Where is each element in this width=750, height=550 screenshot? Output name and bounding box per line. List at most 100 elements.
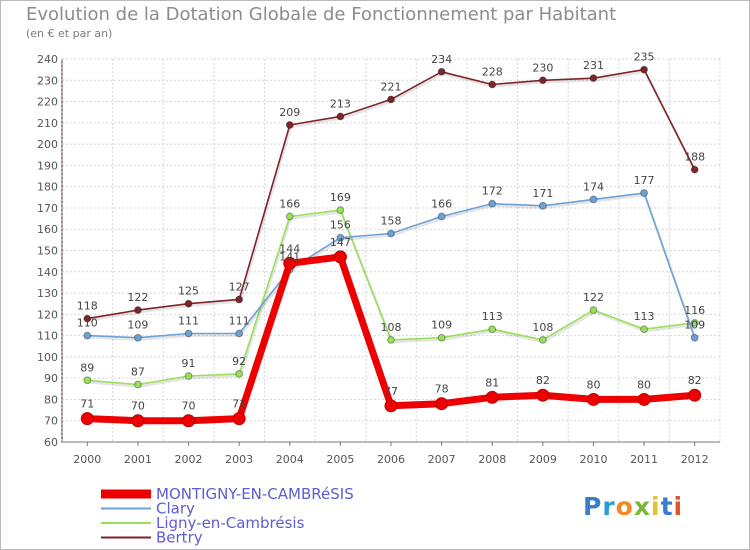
data-label: 113 bbox=[482, 310, 503, 323]
data-label: 144 bbox=[279, 242, 300, 255]
y-tick-label: 110 bbox=[37, 330, 58, 343]
data-label: 70 bbox=[131, 400, 145, 413]
x-tick-label: 2008 bbox=[478, 453, 506, 466]
data-label: 109 bbox=[684, 319, 705, 332]
y-tick-label: 70 bbox=[44, 415, 58, 428]
data-label: 174 bbox=[583, 180, 604, 193]
data-label: 166 bbox=[431, 197, 452, 210]
data-label: 81 bbox=[485, 376, 499, 389]
legend: MONTIGNY-EN-CAMBRéSISClaryLigny-en-Cambr… bbox=[101, 485, 354, 547]
data-point bbox=[285, 212, 294, 221]
data-label: 156 bbox=[330, 219, 351, 232]
data-label: 109 bbox=[127, 319, 148, 332]
data-point bbox=[488, 199, 497, 208]
legend-label: MONTIGNY-EN-CAMBRéSIS bbox=[156, 485, 354, 503]
x-tick-label: 2010 bbox=[579, 453, 607, 466]
chart-title: Evolution de la Dotation Globale de Fonc… bbox=[26, 4, 617, 25]
y-tick-label: 230 bbox=[37, 74, 58, 87]
x-tick-label: 2007 bbox=[428, 453, 456, 466]
data-point bbox=[589, 74, 598, 83]
logo-letter: o bbox=[615, 492, 634, 521]
data-point bbox=[131, 414, 145, 428]
data-point bbox=[690, 165, 699, 174]
data-label: 111 bbox=[229, 314, 250, 327]
data-point bbox=[182, 414, 196, 428]
data-point bbox=[184, 329, 193, 338]
data-point bbox=[640, 189, 648, 197]
data-label: 221 bbox=[381, 80, 402, 93]
data-label: 125 bbox=[178, 285, 199, 298]
data-label: 109 bbox=[431, 319, 452, 332]
data-point bbox=[485, 390, 499, 404]
series bbox=[80, 65, 702, 428]
x-tick-label: 2004 bbox=[276, 453, 304, 466]
data-label: 166 bbox=[279, 197, 300, 210]
data-point bbox=[488, 80, 497, 89]
y-tick-label: 150 bbox=[37, 245, 58, 258]
data-label: 78 bbox=[435, 383, 449, 396]
data-label: 82 bbox=[688, 374, 702, 387]
y-tick-label: 160 bbox=[37, 223, 58, 236]
legend-label: Bertry bbox=[156, 529, 203, 547]
logo-letter: t bbox=[660, 492, 674, 521]
data-point bbox=[235, 295, 244, 304]
x-tick-label: 2005 bbox=[326, 453, 354, 466]
data-point bbox=[589, 306, 598, 314]
data-point bbox=[688, 388, 702, 402]
data-label: 71 bbox=[232, 398, 246, 411]
axes: 60 70 80 90 100 110 120 130 140 150 160 170 180 190 20… bbox=[37, 53, 720, 466]
data-label: 231 bbox=[583, 59, 604, 72]
y-tick-label: 120 bbox=[37, 308, 58, 321]
data-point bbox=[336, 112, 345, 121]
x-tick-label: 2000 bbox=[73, 453, 101, 466]
data-point bbox=[184, 372, 193, 380]
proxiti-logo: Proxiti bbox=[583, 492, 683, 521]
data-point bbox=[83, 314, 92, 323]
data-label: 77 bbox=[384, 385, 398, 398]
data-label: 122 bbox=[127, 291, 148, 304]
x-tick-label: 2002 bbox=[175, 453, 203, 466]
logo-letter: i bbox=[651, 492, 661, 521]
x-tick-label: 2009 bbox=[529, 453, 557, 466]
logo-letter: x bbox=[633, 492, 651, 521]
data-point bbox=[336, 206, 345, 214]
logo-letter: i bbox=[673, 492, 684, 521]
x-tick-label: 2001 bbox=[124, 453, 152, 466]
y-tick-label: 130 bbox=[37, 287, 58, 300]
y-tick-label: 90 bbox=[44, 372, 58, 385]
data-label: 82 bbox=[536, 374, 550, 387]
data-label: 118 bbox=[77, 300, 98, 313]
y-tick-label: 240 bbox=[37, 53, 58, 66]
data-point bbox=[538, 335, 547, 344]
data-point bbox=[589, 195, 598, 204]
data-label: 87 bbox=[131, 366, 145, 379]
data-label: 89 bbox=[80, 361, 94, 374]
data-point bbox=[640, 65, 648, 74]
data-label: 188 bbox=[684, 151, 705, 164]
y-tick-label: 190 bbox=[37, 159, 58, 172]
data-point bbox=[690, 333, 699, 342]
data-point bbox=[387, 95, 395, 104]
data-label: 234 bbox=[431, 53, 452, 66]
data-point bbox=[437, 212, 446, 221]
logo-letter: r bbox=[602, 492, 616, 521]
data-label: 235 bbox=[634, 51, 655, 64]
data-point bbox=[384, 399, 398, 413]
data-point bbox=[80, 412, 94, 426]
data-point bbox=[435, 397, 449, 411]
x-tick-label: 2006 bbox=[377, 453, 405, 466]
y-tick-label: 80 bbox=[44, 393, 58, 406]
data-point bbox=[536, 388, 550, 402]
data-label: 70 bbox=[182, 400, 196, 413]
data-label: 177 bbox=[634, 174, 655, 187]
data-label: 213 bbox=[330, 97, 351, 110]
data-point bbox=[586, 392, 600, 406]
data-point bbox=[232, 412, 246, 426]
data-label: 127 bbox=[229, 280, 250, 293]
legend-label: Clary bbox=[156, 500, 195, 518]
data-point bbox=[134, 380, 142, 389]
data-label: 122 bbox=[583, 291, 604, 304]
data-point bbox=[235, 370, 244, 378]
data-label: 172 bbox=[482, 185, 503, 198]
